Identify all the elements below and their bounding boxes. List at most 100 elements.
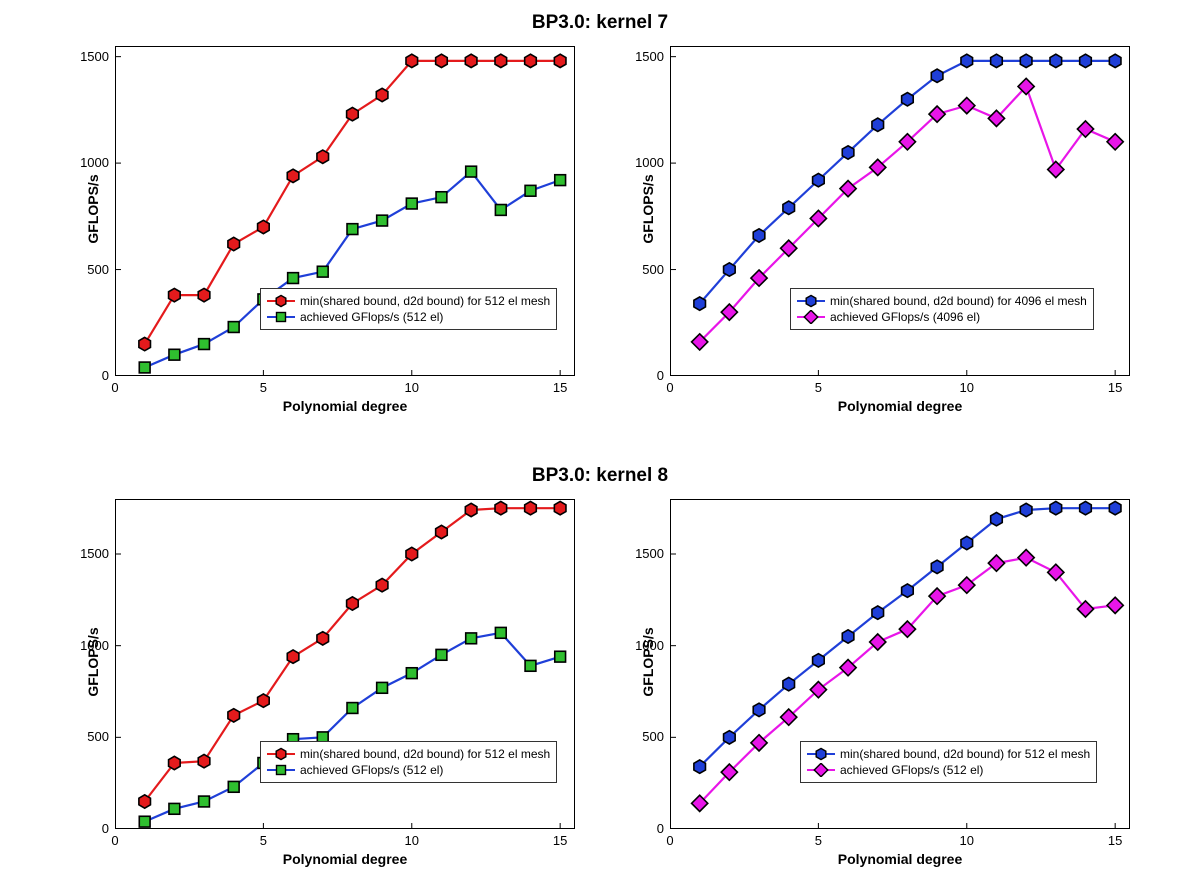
series-marker	[169, 288, 181, 301]
y-tick-label: 0	[102, 368, 109, 383]
series-marker	[258, 694, 270, 707]
series-marker	[554, 54, 566, 67]
y-tick-label: 1500	[80, 546, 109, 561]
x-tick-label: 15	[1100, 833, 1130, 848]
x-tick-label: 15	[545, 833, 575, 848]
series-marker	[169, 803, 180, 814]
series-marker	[288, 273, 299, 284]
series-marker	[1080, 501, 1092, 514]
legend-swatch	[267, 763, 295, 777]
legend-label: achieved GFlops/s (4096 el)	[830, 309, 980, 325]
series-marker	[198, 288, 210, 301]
series-marker	[783, 677, 795, 690]
series-marker	[902, 584, 914, 597]
series-marker	[406, 54, 418, 67]
legend-swatch	[797, 294, 825, 308]
x-tick-label: 5	[803, 833, 833, 848]
legend-label: min(shared bound, d2d bound) for 512 el …	[300, 293, 550, 309]
series-marker	[436, 649, 447, 660]
series-marker	[1050, 501, 1062, 514]
series-marker	[1050, 54, 1062, 67]
x-tick-label: 10	[397, 833, 427, 848]
series-marker	[783, 201, 795, 214]
x-tick-label: 15	[545, 380, 575, 395]
series-marker	[525, 501, 537, 514]
legend-label: achieved GFlops/s (512 el)	[300, 309, 443, 325]
legend-entry: achieved GFlops/s (512 el)	[267, 762, 550, 778]
series-marker	[525, 660, 536, 671]
series-marker	[872, 118, 884, 131]
series-marker	[842, 630, 854, 643]
series-marker	[959, 577, 975, 593]
series-line	[145, 633, 560, 822]
series-marker	[406, 547, 418, 560]
series-marker	[1077, 121, 1093, 137]
y-axis-label: GFLOPS/s	[85, 622, 101, 702]
series-marker	[436, 54, 448, 67]
legend-swatch	[797, 310, 825, 324]
series-marker	[753, 703, 765, 716]
legend-swatch	[807, 763, 835, 777]
chart-top-right: 051015050010001500Polynomial degreeGFLOP…	[670, 46, 1130, 376]
series-marker	[347, 224, 358, 235]
series-marker	[139, 816, 150, 827]
y-tick-label: 1500	[80, 49, 109, 64]
series-marker	[872, 606, 884, 619]
series-marker	[228, 322, 239, 333]
y-tick-label: 0	[657, 821, 664, 836]
series-marker	[991, 512, 1003, 525]
row-title-kernel7: BP3.0: kernel 7	[0, 12, 1200, 34]
x-axis-label: Polynomial degree	[670, 398, 1130, 414]
series-marker	[465, 503, 477, 516]
y-tick-label: 0	[657, 368, 664, 383]
series-marker	[376, 88, 388, 101]
chart-bottom-right: 051015050010001500Polynomial degreeGFLOP…	[670, 499, 1130, 829]
series-marker	[139, 337, 151, 350]
series-marker	[842, 146, 854, 159]
legend-entry: achieved GFlops/s (512 el)	[267, 309, 550, 325]
series-marker	[694, 297, 706, 310]
y-tick-label: 1000	[80, 155, 109, 170]
y-tick-label: 500	[642, 729, 664, 744]
series-marker	[406, 198, 417, 209]
series-marker	[377, 215, 388, 226]
series-marker	[406, 668, 417, 679]
series-marker	[347, 107, 359, 120]
series-marker	[495, 627, 506, 638]
series-marker	[931, 69, 943, 82]
series-marker	[1048, 161, 1064, 177]
series-marker	[753, 229, 765, 242]
row-title-kernel8: BP3.0: kernel 8	[0, 465, 1200, 487]
series-marker	[377, 682, 388, 693]
x-axis-label: Polynomial degree	[115, 851, 575, 867]
series-marker	[228, 781, 239, 792]
series-marker	[317, 266, 328, 277]
legend: min(shared bound, d2d bound) for 4096 el…	[790, 288, 1094, 330]
y-tick-label: 500	[642, 262, 664, 277]
legend-entry: achieved GFlops/s (512 el)	[807, 762, 1090, 778]
legend-entry: min(shared bound, d2d bound) for 512 el …	[267, 746, 550, 762]
series-marker	[495, 54, 507, 67]
series-marker	[347, 703, 358, 714]
series-marker	[228, 237, 240, 250]
series-marker	[495, 501, 507, 514]
x-tick-label: 5	[248, 833, 278, 848]
series-marker	[1080, 54, 1092, 67]
legend-swatch	[267, 294, 295, 308]
series-marker	[694, 760, 706, 773]
y-tick-label: 1000	[635, 155, 664, 170]
legend-label: min(shared bound, d2d bound) for 4096 el…	[830, 293, 1087, 309]
series-marker	[1018, 550, 1034, 566]
series-marker	[1109, 501, 1121, 514]
x-tick-label: 15	[1100, 380, 1130, 395]
y-tick-label: 1500	[635, 49, 664, 64]
series-marker	[287, 650, 299, 663]
x-tick-label: 10	[952, 833, 982, 848]
series-marker	[1020, 503, 1032, 516]
x-tick-label: 5	[248, 380, 278, 395]
series-marker	[813, 654, 825, 667]
series-marker	[495, 205, 506, 216]
series-marker	[902, 93, 914, 106]
series-marker	[436, 525, 448, 538]
series-marker	[258, 220, 270, 233]
